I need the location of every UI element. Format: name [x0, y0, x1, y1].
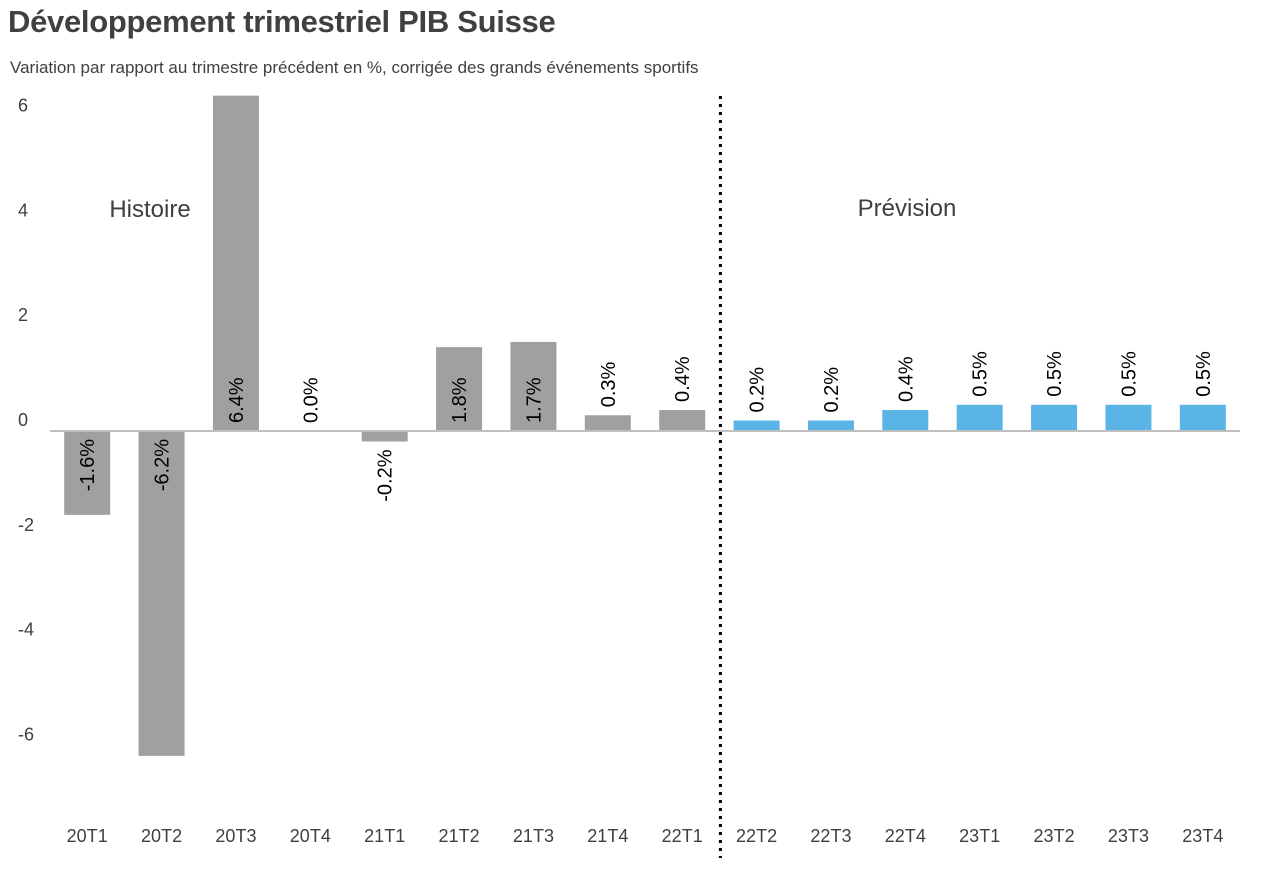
data-label: 0.5% — [970, 351, 992, 397]
forecast-annotation: Prévision — [858, 195, 957, 222]
x-tick-label: 21T1 — [364, 826, 405, 846]
bar-23t3 — [1105, 404, 1152, 431]
data-label: 0.4% — [672, 356, 694, 402]
bar-20t1 — [64, 431, 111, 515]
x-tick-label: 22T1 — [662, 826, 703, 846]
x-tick-label: 22T4 — [885, 826, 926, 846]
data-label: 0.5% — [1044, 351, 1066, 397]
x-tick-label: 23T1 — [959, 826, 1000, 846]
x-tick-label: 23T4 — [1182, 826, 1223, 846]
data-label: 0.2% — [821, 367, 843, 413]
x-tick-label: 21T2 — [439, 826, 480, 846]
chart-subtitle: Variation par rapport au trimestre précé… — [10, 58, 699, 77]
chart-title: Développement trimestriel PIB Suisse — [8, 4, 556, 39]
data-label: 0.3% — [598, 361, 620, 407]
history-annotation: Histoire — [109, 196, 190, 223]
y-tick-label: -6 — [18, 724, 34, 744]
bar-21t4 — [584, 415, 631, 431]
bar-22t3 — [807, 420, 854, 431]
bar-22t1 — [659, 410, 706, 431]
data-label: 0.5% — [1118, 351, 1140, 397]
data-label: 1.7% — [523, 377, 545, 423]
data-label: 1.8% — [449, 377, 471, 423]
data-label: 6.4% — [226, 377, 248, 423]
data-label: 0.5% — [1193, 351, 1215, 397]
x-tick-label: 21T4 — [587, 826, 628, 846]
data-label: 0.0% — [300, 377, 322, 423]
y-tick-label: 6 — [18, 96, 28, 116]
x-tick-label: 22T3 — [810, 826, 851, 846]
x-tick-label: 20T1 — [67, 826, 108, 846]
bar-21t1 — [361, 431, 408, 442]
data-label: -1.6% — [77, 439, 99, 491]
bar-20t2 — [138, 431, 185, 756]
x-tick-label: 21T3 — [513, 826, 554, 846]
data-label: 0.2% — [747, 367, 769, 413]
x-tick-label: 23T3 — [1108, 826, 1149, 846]
x-tick-label: 20T3 — [215, 826, 256, 846]
y-tick-label: 2 — [18, 305, 28, 325]
y-tick-label: 4 — [18, 200, 28, 220]
x-tick-label: 23T2 — [1034, 826, 1075, 846]
bar-22t4 — [882, 410, 929, 431]
x-tick-label: 22T2 — [736, 826, 777, 846]
data-label: -0.2% — [375, 449, 397, 501]
bar-23t2 — [1031, 404, 1078, 431]
data-label: -6.2% — [152, 439, 174, 491]
bar-23t4 — [1179, 404, 1226, 431]
data-label: 0.4% — [895, 356, 917, 402]
bar-22t2 — [733, 420, 780, 431]
bar-23t1 — [956, 404, 1003, 431]
bar-21t3 — [510, 341, 557, 431]
x-tick-label: 20T2 — [141, 826, 182, 846]
bar-21t2 — [436, 347, 483, 431]
y-tick-label: -2 — [18, 515, 34, 535]
y-tick-label: -4 — [18, 620, 34, 640]
y-tick-label: 0 — [18, 410, 28, 430]
bar-20t3 — [212, 95, 259, 431]
x-tick-label: 20T4 — [290, 826, 331, 846]
